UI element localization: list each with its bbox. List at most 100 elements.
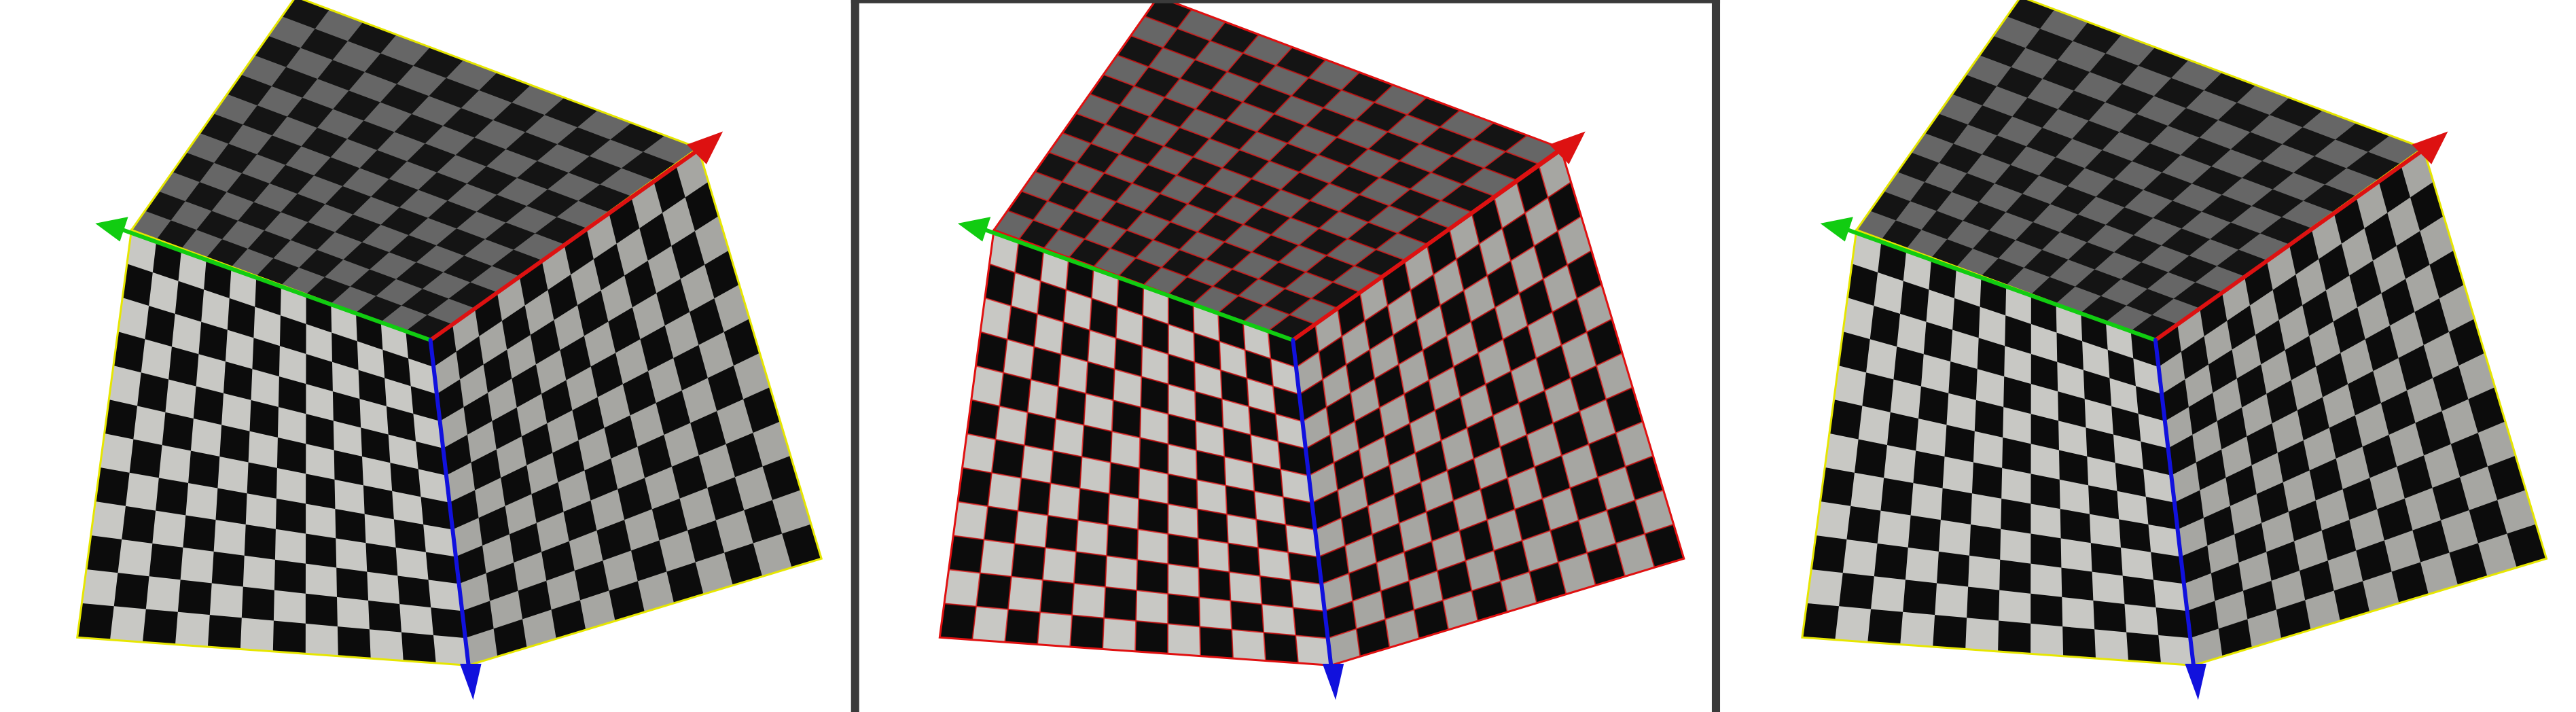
x-axis-line [428,149,699,342]
checker-square [161,412,194,452]
checker-square [121,505,156,544]
checker-square [1999,559,2031,594]
checker-square [2126,632,2162,664]
checker-square [1071,583,1106,619]
checker-square [1259,575,1293,608]
checker-square [1902,580,1937,616]
checker-square [2030,623,2064,657]
checker-square [1944,425,1975,463]
checker-square [1846,505,1881,544]
checker-square [395,547,429,581]
checker-square [1998,590,2031,624]
checker-square [276,437,306,475]
checker-square [2158,635,2194,666]
checker-square [1997,620,2031,654]
checker-square [2122,575,2156,608]
checker-square [983,505,1018,544]
checker-square [2058,479,2090,515]
checker-square [1886,412,1919,452]
checker-square [281,0,330,29]
viewport-left[interactable] [76,0,823,700]
checker-square [1880,478,1914,516]
cube-top-face [130,0,699,341]
checker-square [1293,607,1328,639]
checker-square [991,439,1025,479]
checker-square [2091,571,2125,605]
cube-right-face [430,147,822,666]
cube-left-face [939,230,1331,666]
checker-square [1883,444,1916,484]
checker-square [2090,543,2123,577]
checker-square [247,431,278,469]
checker-square [1295,635,1331,666]
checker-square [1889,379,1921,419]
checker-square [1971,462,2003,499]
grid-line [1130,35,1517,181]
z-axis-line [428,338,472,679]
checker-square [1918,386,1949,426]
checker-square [1899,611,1935,647]
checker-square [1020,444,1054,484]
checker-square [1873,543,1908,581]
checker-square [2061,597,2095,630]
viewport-right[interactable] [1801,0,2548,700]
checker-square [334,479,365,515]
checker-square [2153,580,2187,612]
checker-square [2089,514,2122,548]
checker-square [158,444,191,484]
checker-square [1137,498,1168,535]
checker-square [939,603,977,641]
checker-square [137,372,169,413]
checker-square [2092,600,2127,633]
y-axis-arrow-icon [95,217,128,242]
checker-square [2030,593,2063,627]
checker-square [177,580,212,616]
checker-square [1939,488,1972,525]
checker-square [397,575,431,608]
checker-square [2006,0,2055,29]
checker-square [1048,482,1081,520]
checker-square [2088,485,2119,520]
viewport-center[interactable] [938,0,1685,700]
x-axis-arrow-icon [2412,131,2448,164]
face-grid-lines [944,238,1328,664]
y-axis-line [1846,228,2158,342]
checker-square [211,551,245,588]
checker-square [1199,626,1234,659]
checker-square [273,590,306,624]
x-axis-arrow-icon [1549,131,1586,164]
grid-line [948,569,1325,612]
checker-square [99,433,134,474]
checker-square [1102,618,1137,652]
selected-viewport-frame [851,0,1721,712]
checker-square [433,635,469,666]
checker-square [976,573,1012,610]
checker-square [1867,609,1903,645]
checker-square [86,535,122,573]
checker-square [1107,493,1139,530]
checker-square [1017,478,1051,516]
checker-square [1069,614,1105,649]
checker-square [336,567,369,601]
checker-square [1966,586,2000,622]
checker-square [1907,515,1941,552]
face-grid-lines [1295,163,1675,657]
checker-square [305,593,338,627]
checker-square [221,393,251,432]
checker-square [1079,456,1111,495]
checker-square [335,538,368,573]
checker-square [185,482,218,520]
checker-square [1167,503,1198,539]
face-grid-lines [1007,9,1539,332]
checker-square [1806,569,1843,607]
checker-square [1824,433,1859,474]
checker-square [1834,606,1872,643]
checker-square [275,498,306,535]
checker-square [1134,620,1168,654]
frame-left-border [851,0,859,712]
checker-square [2124,603,2159,636]
checker-square [2001,437,2031,475]
cube-top-face [993,0,1562,341]
checker-square [1934,583,1969,619]
